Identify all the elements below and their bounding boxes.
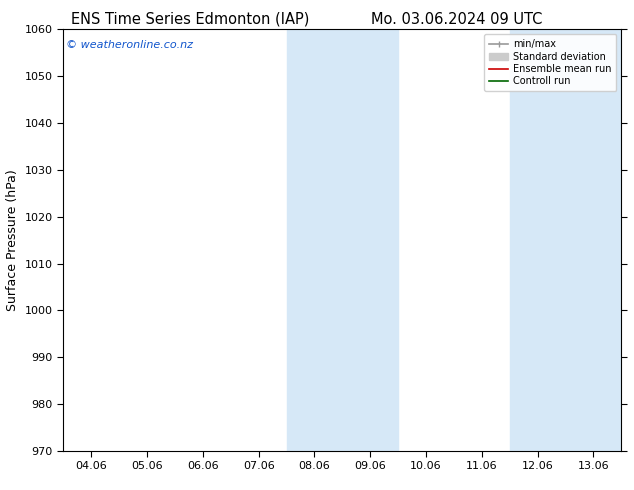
- Text: Mo. 03.06.2024 09 UTC: Mo. 03.06.2024 09 UTC: [371, 12, 542, 27]
- Bar: [510, 29, 566, 451]
- Bar: [342, 29, 398, 451]
- Bar: [287, 29, 342, 451]
- Y-axis label: Surface Pressure (hPa): Surface Pressure (hPa): [6, 169, 19, 311]
- Text: © weatheronline.co.nz: © weatheronline.co.nz: [66, 40, 193, 50]
- Bar: [566, 29, 621, 451]
- Text: ENS Time Series Edmonton (IAP): ENS Time Series Edmonton (IAP): [71, 12, 309, 27]
- Legend: min/max, Standard deviation, Ensemble mean run, Controll run: min/max, Standard deviation, Ensemble me…: [484, 34, 616, 91]
